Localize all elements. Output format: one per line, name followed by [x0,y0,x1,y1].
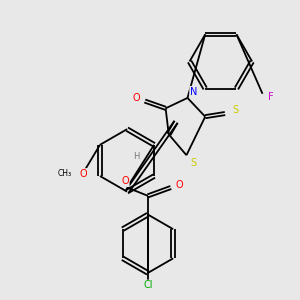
Text: CH₃: CH₃ [58,169,72,178]
Text: N: N [190,87,197,97]
Text: O: O [121,176,129,186]
Text: S: S [232,105,238,116]
Text: Cl: Cl [143,280,153,290]
Text: O: O [176,180,183,190]
Text: H: H [133,152,139,161]
Text: S: S [191,158,197,167]
Text: F: F [268,92,274,102]
Text: O: O [133,93,140,103]
Text: O: O [80,169,87,179]
